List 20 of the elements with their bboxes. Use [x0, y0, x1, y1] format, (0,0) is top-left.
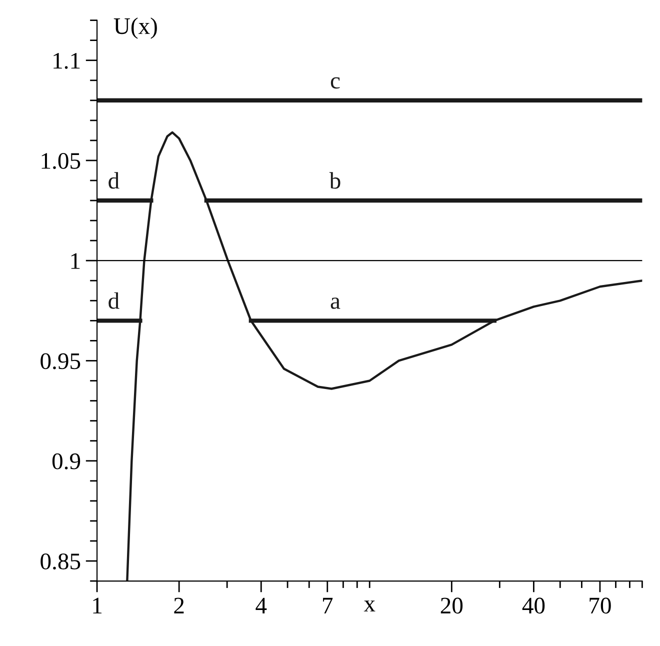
y-tick-label: 1 — [71, 253, 80, 269]
x-tick-label: 1 — [93, 598, 102, 614]
y-axis-title: U(x) — [114, 17, 157, 39]
series-label: b — [329, 172, 340, 189]
y-tick-label: 0.95 — [40, 353, 80, 370]
series-label: d — [108, 292, 120, 309]
y-tick-label: 0.85 — [40, 553, 80, 570]
x-tick-label: 40 — [522, 598, 545, 614]
y-tick-label: 1.1 — [54, 52, 80, 69]
x-tick-label: 4 — [256, 598, 267, 614]
series-label: a — [330, 298, 340, 309]
y-tick-label: 0.9 — [52, 453, 80, 470]
series-label: d — [108, 172, 120, 189]
x-tick-label: 2 — [174, 598, 184, 614]
series-label: c — [330, 77, 340, 89]
y-tick-label: 1.05 — [42, 152, 80, 169]
x-axis-title: x — [364, 600, 376, 612]
x-tick-label: 20 — [440, 598, 463, 614]
x-tick-label: 7 — [323, 598, 333, 614]
x-tick-label: 70 — [590, 598, 611, 614]
